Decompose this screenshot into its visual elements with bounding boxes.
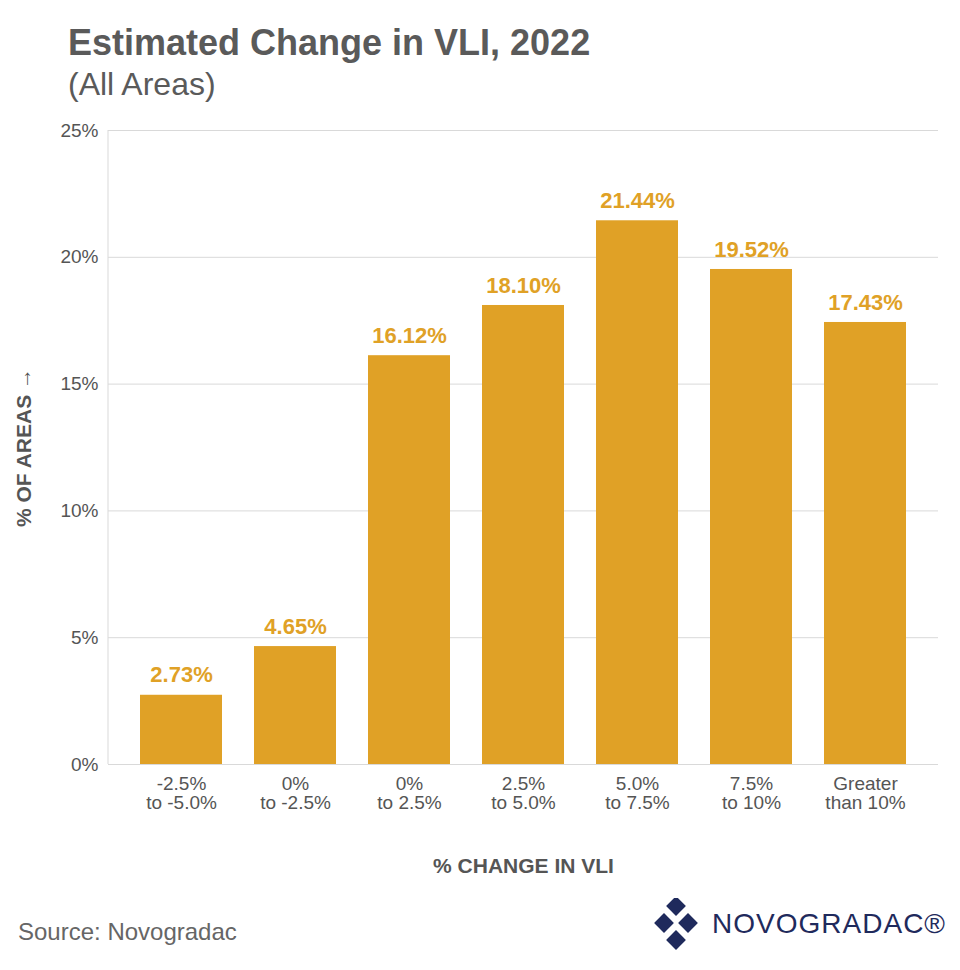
- svg-text:7.5%to 10%: 7.5%to 10%: [722, 773, 781, 813]
- svg-text:0%to -2.5%: 0%to -2.5%: [260, 773, 331, 813]
- svg-text:% OF AREAS →: % OF AREAS →: [12, 368, 35, 527]
- svg-text:0%to 2.5%: 0%to 2.5%: [377, 773, 442, 813]
- svg-text:19.52%: 19.52%: [714, 237, 789, 262]
- svg-text:4.65%: 4.65%: [264, 614, 326, 639]
- svg-text:10%: 10%: [60, 500, 98, 521]
- svg-text:16.12%: 16.12%: [372, 323, 447, 348]
- svg-text:21.44%: 21.44%: [600, 188, 675, 213]
- svg-text:2.5%to 5.0%: 2.5%to 5.0%: [491, 773, 556, 813]
- svg-text:18.10%: 18.10%: [486, 273, 561, 298]
- svg-text:5.0%to 7.5%: 5.0%to 7.5%: [605, 773, 670, 813]
- html-text:Estimated Change in VLI, 2022: Estimated Change in VLI, 2022: [68, 22, 591, 63]
- svg-text:17.43%: 17.43%: [828, 290, 903, 315]
- html-text:Source: Novogradac: Source: Novogradac: [18, 918, 237, 945]
- html-text:NOVOGRADAC®: NOVOGRADAC®: [712, 908, 946, 939]
- svg-text:15%: 15%: [60, 373, 98, 394]
- svg-text:-2.5%to -5.0%: -2.5%to -5.0%: [146, 773, 217, 813]
- svg-text:Greaterthan 10%: Greaterthan 10%: [825, 773, 905, 813]
- svg-text:0%: 0%: [71, 754, 99, 775]
- svg-text:20%: 20%: [60, 246, 98, 267]
- svg-text:25%: 25%: [60, 120, 98, 141]
- svg-text:5%: 5%: [71, 627, 99, 648]
- svg-text:2.73%: 2.73%: [150, 662, 212, 687]
- html-text:(All Areas): (All Areas): [68, 66, 216, 102]
- svg-text:% CHANGE IN VLI: % CHANGE IN VLI: [433, 854, 614, 877]
